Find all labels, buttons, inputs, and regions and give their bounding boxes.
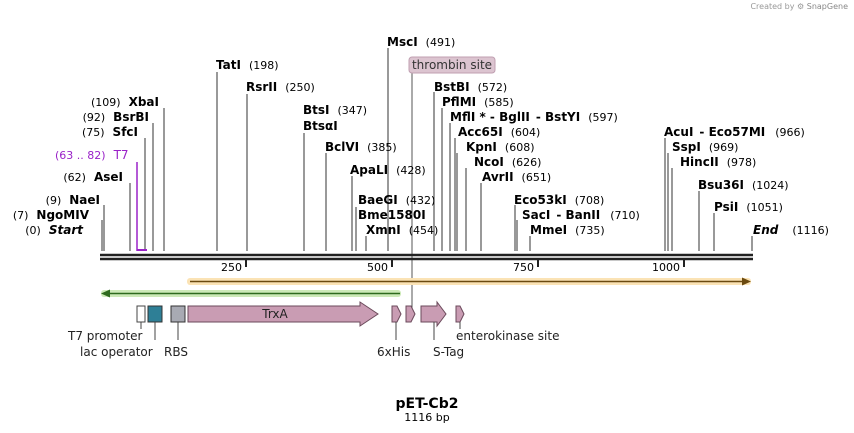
site-apaLI: ApaLI (428) bbox=[350, 163, 426, 177]
site-bsrBI: (92) BsrBI bbox=[83, 110, 149, 124]
thrombin-glyph bbox=[405, 305, 416, 323]
t7-promoter-label: T7 promoter bbox=[67, 329, 143, 343]
green-orf-arrow bbox=[101, 289, 401, 298]
site-eco53kI: Eco53kI (708) bbox=[514, 193, 604, 207]
site-ncoI: NcoI (626) bbox=[474, 155, 541, 169]
tick-500: 500 bbox=[367, 261, 388, 274]
site-rsrII: RsrII (250) bbox=[246, 80, 315, 94]
site-bstBI: BstBI (572) bbox=[434, 80, 507, 94]
site-xmnI: XmnI (454) bbox=[366, 223, 438, 237]
orange-orf-arrow bbox=[187, 277, 751, 286]
site-kpnI: KpnI (608) bbox=[466, 140, 535, 154]
thrombin-site-label: thrombin site bbox=[412, 58, 492, 72]
site-xbaI: (109) XbaI bbox=[91, 95, 159, 109]
features-row: TrxA T7 promoter lac operator RBS 6xHis … bbox=[67, 300, 559, 359]
site-acuI-eco57MI: AcuI - Eco57MI (966) bbox=[664, 125, 805, 139]
site-acc65I: Acc65I (604) bbox=[458, 125, 540, 139]
site-hincII: HincII (978) bbox=[680, 155, 756, 169]
rbs-glyph bbox=[170, 305, 186, 323]
site-pflMI: PflMI (585) bbox=[442, 95, 514, 109]
credit-brand: SnapGene bbox=[806, 2, 848, 11]
t7-marker bbox=[136, 162, 147, 251]
stag-arrow bbox=[420, 300, 447, 328]
site-ngoMIV: (7) NgoMIV bbox=[13, 208, 90, 222]
site-bme1580I: Bme1580I bbox=[358, 208, 426, 222]
site-mmeI: MmeI (735) bbox=[530, 223, 605, 237]
stag-label: S-Tag bbox=[433, 345, 464, 359]
site-mflI-bglII-bstYI: MflI * - BglII - BstYI (597) bbox=[450, 110, 618, 124]
t7-promoter-glyph bbox=[136, 305, 146, 323]
site-aseI: (62) AseI bbox=[63, 170, 123, 184]
lac-operator-label: lac operator bbox=[80, 345, 153, 359]
his6-label: 6xHis bbox=[377, 345, 410, 359]
enterokinase-glyph bbox=[455, 305, 465, 323]
enterokinase-label: enterokinase site bbox=[456, 329, 559, 343]
t7-label: (63 .. 82) T7 bbox=[55, 148, 129, 162]
site-baeGI: BaeGI (432) bbox=[358, 193, 435, 207]
site-naeI: (9) NaeI bbox=[46, 193, 100, 207]
trxa-label: TrxA bbox=[261, 307, 288, 321]
tick-1000: 1000 bbox=[652, 261, 680, 274]
site-end: End (1116) bbox=[753, 223, 829, 237]
site-bsu36I: Bsu36I (1024) bbox=[698, 178, 789, 192]
site-start: (0) Start bbox=[25, 223, 84, 237]
cut-site-lines bbox=[101, 48, 753, 314]
site-sspI: SspI (969) bbox=[672, 140, 738, 154]
tick-750: 750 bbox=[513, 261, 534, 274]
credit-prefix: Created by bbox=[750, 2, 795, 11]
site-tatI: TatI (198) bbox=[216, 58, 279, 72]
site-btsI: BtsI (347) bbox=[303, 103, 367, 117]
enzyme-labels: MscI (491) TatI (198) RsrII (250) (109) XbaI… bbox=[13, 35, 829, 237]
site-avrII: AvrII (651) bbox=[482, 170, 551, 184]
thrombin-site-feature: thrombin site bbox=[408, 56, 496, 74]
site-psiI: PsiI (1051) bbox=[714, 200, 783, 214]
plasmid-length: 1116 bp bbox=[404, 411, 449, 424]
site-sfcI: (75) SfcI bbox=[82, 125, 138, 139]
trxa-arrow bbox=[187, 301, 379, 327]
site-btsaI: BtsαI bbox=[303, 119, 338, 133]
site-sacI-banII: SacI - BanII (710) bbox=[522, 208, 640, 222]
lac-operator-glyph bbox=[147, 305, 163, 323]
sequence-backbone: 250 500 750 1000 bbox=[100, 253, 753, 274]
his6-glyph bbox=[391, 305, 402, 323]
plasmid-title: pET-Cb2 bbox=[396, 396, 459, 412]
snapgene-credit: Created by ⚙ SnapGene bbox=[750, 2, 848, 11]
rbs-label: RBS bbox=[164, 345, 188, 359]
tick-250: 250 bbox=[221, 261, 242, 274]
site-bclVI: BclVI (385) bbox=[325, 140, 397, 154]
site-mscI: MscI (491) bbox=[387, 35, 455, 49]
snapgene-logo-icon: ⚙ bbox=[797, 2, 805, 11]
